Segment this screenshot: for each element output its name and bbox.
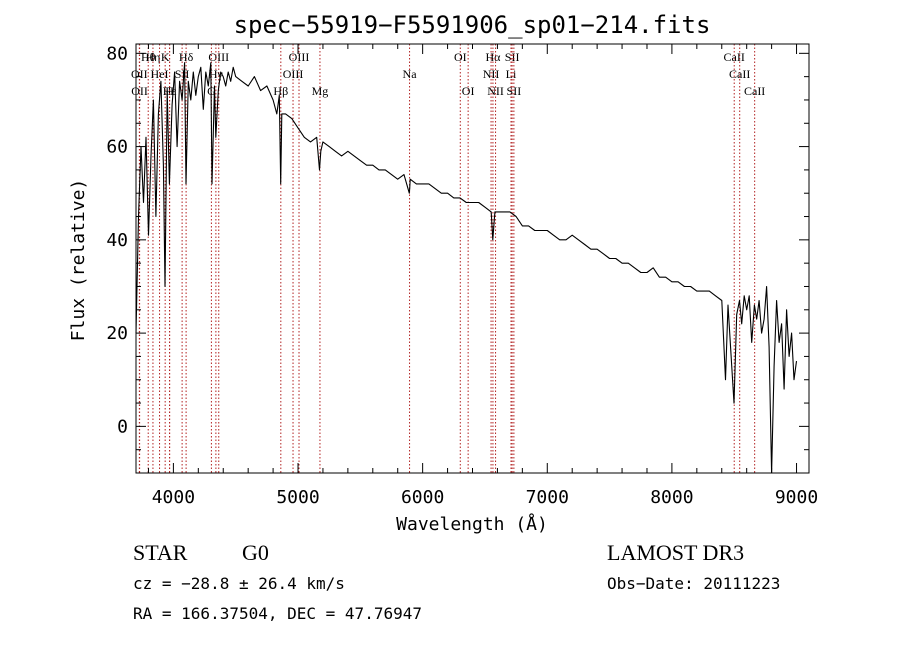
survey-label: LAMOST DR3 <box>607 540 744 565</box>
object-subclass: G0 <box>242 540 269 565</box>
y-tick-label-60: 60 <box>106 137 128 158</box>
x-tick-label-4000: 4000 <box>152 487 195 508</box>
marker-label-14: OIII <box>283 67 304 81</box>
marker-label-27: SII <box>507 84 522 98</box>
x-tick-label-5000: 5000 <box>276 487 319 508</box>
marker-label-9: CaII <box>724 50 745 64</box>
marker-label-18: CaII <box>729 67 750 81</box>
marker-label-17: Li <box>506 67 517 81</box>
y-axis-label: Flux (relative) <box>68 179 89 342</box>
marker-label-26: NII <box>487 84 504 98</box>
marker-label-6: OI <box>454 50 467 64</box>
x-tick-label-8000: 8000 <box>650 487 693 508</box>
redshift-readout: cz = −28.8 ± 26.4 km/s <box>133 574 345 593</box>
marker-label-28: CaII <box>744 84 765 98</box>
marker-label-7: Hα <box>485 50 501 64</box>
y-tick-label-0: 0 <box>117 416 128 437</box>
axes: 4000 5000 6000 7000 8000 9000 0 20 40 60 80 <box>106 43 818 508</box>
marker-label-1: Hη <box>145 50 160 64</box>
coordinates-readout: RA = 166.37504, DEC = 47.76947 <box>133 604 422 623</box>
y-tick-label-20: 20 <box>106 323 128 344</box>
marker-label-25: OI <box>462 84 475 98</box>
obs-date: Obs−Date: 20111223 <box>607 574 780 593</box>
marker-label-23: Hβ <box>273 84 288 98</box>
y-tick-label-40: 40 <box>106 230 128 251</box>
x-axis-label: Wavelength (Å) <box>396 513 548 535</box>
x-tick-label-7000: 7000 <box>526 487 569 508</box>
marker-label-12: SII <box>175 67 190 81</box>
spectrum-chart: spec−55919−F5591906_sp01−214.fits HθHη K H… <box>0 0 900 649</box>
marker-label-2: K <box>161 50 170 64</box>
marker-label-3: Hδ <box>179 50 194 64</box>
spectrum-series <box>136 63 797 473</box>
marker-label-15: Na <box>403 67 418 81</box>
spectrum-figure: spec−55919−F5591906_sp01−214.fits Hθ Hη K H… <box>0 0 900 649</box>
plot-frame <box>136 44 809 473</box>
marker-label-24: Mg <box>312 84 329 98</box>
x-tick-label-9000: 9000 <box>775 487 818 508</box>
y-tick-label-80: 80 <box>106 43 128 64</box>
spectrum-line <box>136 63 797 473</box>
chart-title: spec−55919−F5591906_sp01−214.fits <box>234 11 711 39</box>
marker-label-11: HeI <box>151 67 169 81</box>
x-tick-label-6000: 6000 <box>401 487 444 508</box>
marker-label-16: NII <box>483 67 500 81</box>
marker-label-19: OII <box>131 84 148 98</box>
marker-label-8: SII <box>505 50 520 64</box>
marker-label-5: OIII <box>289 50 310 64</box>
object-class: STAR <box>133 540 188 565</box>
